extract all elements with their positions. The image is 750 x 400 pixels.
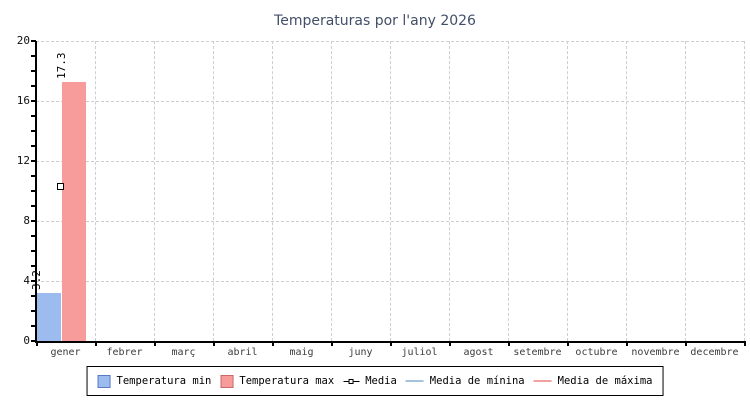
v-gridline (95, 41, 96, 341)
media-point-marker (57, 183, 64, 190)
chart-title: Temperaturas por l'any 2026 (274, 13, 476, 29)
bar-value-label: 17.3 (55, 52, 68, 80)
y-tick (31, 55, 36, 57)
y-tick (31, 100, 36, 102)
legend-point-marker-icon (343, 377, 360, 386)
x-axis-label: setembre (513, 347, 562, 358)
x-tick (95, 341, 97, 346)
x-tick (272, 341, 274, 346)
y-tick (31, 325, 36, 327)
x-tick (744, 341, 746, 346)
y-tick (31, 160, 36, 162)
bar-temperatura-min (37, 293, 61, 341)
x-axis-label: març (171, 347, 196, 358)
x-axis-label: abril (227, 347, 258, 358)
x-tick (390, 341, 392, 346)
legend-box-swatch (97, 374, 111, 388)
x-axis-line (35, 341, 746, 343)
v-gridline (390, 41, 391, 341)
x-axis-label: agost (463, 347, 494, 358)
x-axis-label: juny (348, 347, 373, 358)
v-gridline (154, 41, 155, 341)
legend-label: Temperatura min (116, 375, 212, 387)
x-tick (36, 341, 38, 346)
y-tick (31, 175, 36, 177)
legend-marker-square (348, 378, 354, 384)
y-tick (31, 265, 36, 267)
y-tick (31, 340, 36, 342)
x-axis-label: juliol (401, 347, 438, 358)
y-axis-label: 20 (16, 34, 30, 47)
x-axis-label: maig (289, 347, 314, 358)
x-axis-label: febrer (106, 347, 143, 358)
y-tick (31, 250, 36, 252)
y-tick (31, 145, 36, 147)
x-tick (685, 341, 687, 346)
y-tick (31, 85, 36, 87)
x-tick (331, 341, 333, 346)
legend: Temperatura min Temperatura max Media Media… (86, 366, 664, 396)
v-gridline (626, 41, 627, 341)
bar-temperatura-max (62, 81, 86, 341)
x-tick (213, 341, 215, 346)
legend-item: Media de máxima (533, 374, 653, 388)
y-axis-label: 16 (16, 94, 30, 107)
v-gridline (508, 41, 509, 341)
y-axis-label: 4 (23, 274, 30, 287)
legend-item: Temperatura max (220, 374, 334, 388)
legend-label: Media de mínina (429, 375, 525, 387)
legend-line-swatch (533, 380, 552, 382)
y-tick (31, 115, 36, 117)
y-axis-line (35, 41, 37, 343)
v-gridline (272, 41, 273, 341)
legend-label: Temperatura max (239, 375, 335, 387)
legend-line-swatch (405, 380, 424, 382)
legend-box-swatch (220, 374, 234, 388)
v-gridline (685, 41, 686, 341)
y-tick (31, 310, 36, 312)
y-axis-label: 12 (16, 154, 30, 167)
v-gridline (744, 41, 745, 341)
v-gridline (331, 41, 332, 341)
y-tick (31, 235, 36, 237)
x-axis-label: novembre (631, 347, 680, 358)
v-gridline (449, 41, 450, 341)
legend-item: Temperatura min (97, 374, 212, 388)
y-tick (31, 70, 36, 72)
y-tick (31, 190, 36, 192)
x-axis-label: decembre (690, 347, 739, 358)
legend-item: Media de mínina (405, 374, 525, 388)
legend-item: Media (343, 374, 397, 388)
v-gridline (213, 41, 214, 341)
legend-label: Media (365, 375, 397, 387)
y-tick (31, 220, 36, 222)
y-axis-label: 8 (23, 214, 30, 227)
y-tick (31, 280, 36, 282)
y-tick (31, 295, 36, 297)
x-axis-label: octubre (575, 347, 618, 358)
y-tick (31, 205, 36, 207)
y-axis-label: 0 (23, 334, 30, 347)
x-tick (626, 341, 628, 346)
y-tick (31, 130, 36, 132)
x-axis-label: gener (50, 347, 81, 358)
legend-label: Media de máxima (557, 375, 653, 387)
v-gridline (567, 41, 568, 341)
x-tick (508, 341, 510, 346)
x-tick (567, 341, 569, 346)
x-tick (449, 341, 451, 346)
y-tick (31, 40, 36, 42)
x-tick (154, 341, 156, 346)
